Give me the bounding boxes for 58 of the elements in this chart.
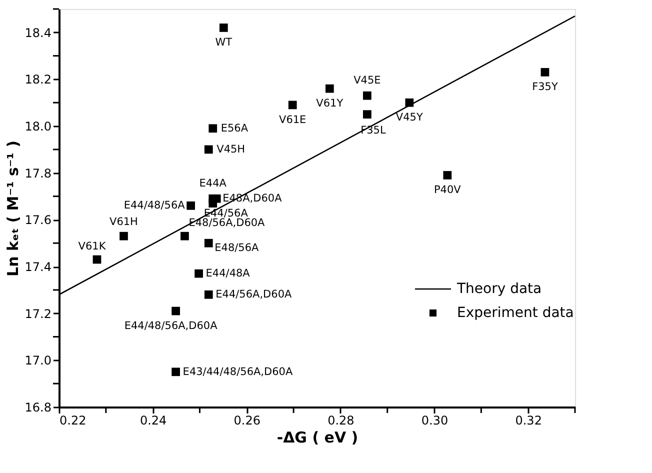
point <box>204 238 213 248</box>
point <box>219 24 228 32</box>
y-tick-label: 17.0 <box>24 354 52 368</box>
annotation: E48/56A <box>214 242 260 254</box>
x-tick-label: 0.26 <box>234 414 260 428</box>
annotation: V61Y <box>316 98 344 110</box>
legend-label: Experiment data <box>457 305 574 321</box>
annotation: E44/48/56A,D60A <box>124 320 218 332</box>
y-tick-label: 17.2 <box>24 306 52 321</box>
point <box>325 84 334 93</box>
point <box>208 199 218 208</box>
point <box>443 171 452 180</box>
annotation: V45Y <box>396 112 424 124</box>
legend-label: Theory data <box>456 281 542 297</box>
y-tick-label: 18.4 <box>24 26 52 40</box>
y-tick-label: 17.8 <box>24 166 52 180</box>
x-tick-label: 0.22 <box>60 414 86 428</box>
annotation: V61E <box>279 114 306 126</box>
annotation: F35Y <box>532 81 558 94</box>
point <box>288 100 297 110</box>
annotation: E44/48/56A <box>124 200 186 212</box>
point <box>180 232 189 240</box>
y-tick-label: 18.2 <box>24 72 52 87</box>
y-tick-label: 18.0 <box>24 120 52 134</box>
point <box>204 290 213 299</box>
point <box>92 255 102 264</box>
point <box>208 124 218 133</box>
x-axis-title: -ΔG ( eV ) <box>276 428 358 446</box>
annotation: V61K <box>78 240 107 253</box>
point <box>120 232 128 240</box>
annotation: E44/48A <box>206 268 251 280</box>
point <box>363 110 372 119</box>
annotation: WT <box>215 36 233 49</box>
y-tick-label: 17.4 <box>24 260 52 274</box>
point <box>204 145 213 154</box>
x-tick-label: 0.24 <box>140 414 167 428</box>
point <box>363 91 372 100</box>
x-tick-label: 0.30 <box>421 414 448 428</box>
point <box>172 306 180 316</box>
annotation: E56A <box>220 122 249 134</box>
y-axis-title: Ln kₑₜ ( M⁻¹ s⁻¹ ) <box>4 140 22 276</box>
y-tick-label: 17.6 <box>24 213 52 228</box>
annotation: P40V <box>434 184 462 196</box>
point <box>172 368 180 376</box>
y-tick-label: 16.8 <box>24 400 52 414</box>
annotation: E43/44/48/56A,D60A <box>182 366 294 378</box>
annotation: V45E <box>354 74 381 87</box>
annotation: E48/56A,D60A <box>188 217 266 230</box>
annotation: E44/56A,D60A <box>216 288 292 301</box>
annotation: E44A <box>199 178 228 190</box>
point <box>186 201 195 210</box>
x-tick-label: 0.28 <box>328 414 354 428</box>
point <box>540 68 550 76</box>
point <box>405 98 414 107</box>
point <box>194 269 203 278</box>
annotation: V45H <box>216 143 246 156</box>
annotation: V61H <box>110 216 138 228</box>
x-tick-label: 0.32 <box>515 414 542 428</box>
